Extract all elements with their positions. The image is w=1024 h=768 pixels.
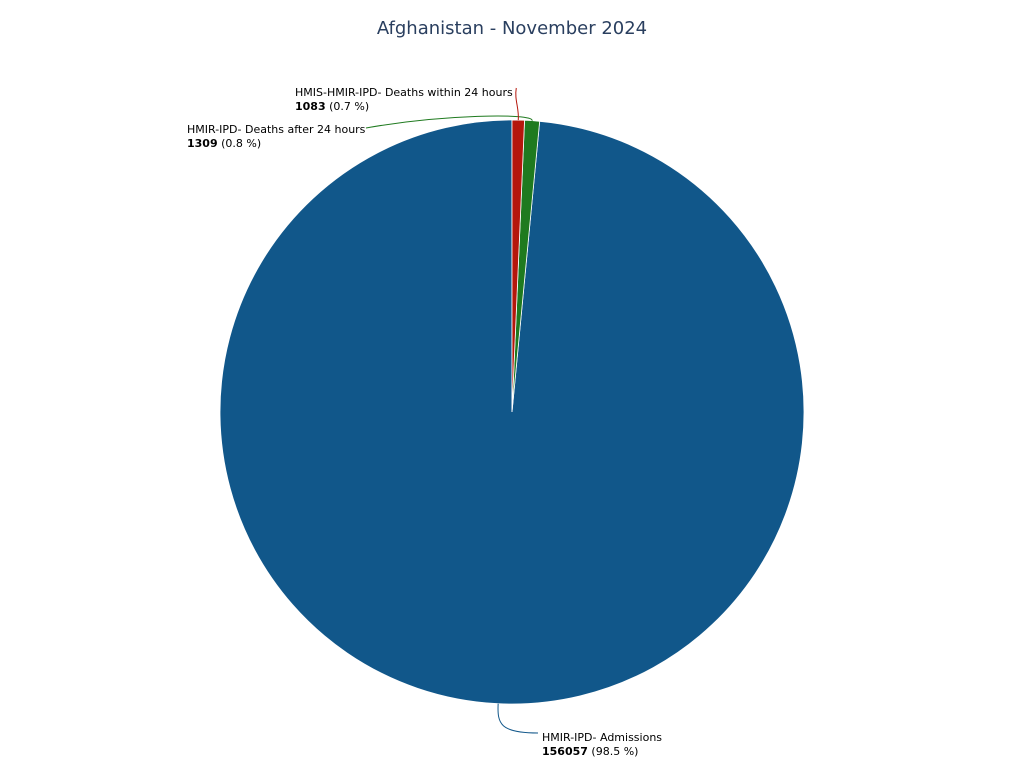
chart-title: Afghanistan - November 2024 — [377, 18, 647, 39]
slice-value-3: 1083 (0.7 %) — [295, 100, 369, 113]
slice-label-1: HMIR-IPD- Admissions — [542, 731, 662, 744]
slice-label-2: HMIR-IPD- Deaths after 24 hours — [187, 123, 366, 136]
pie-slices — [219, 119, 805, 705]
leader-line-1 — [497, 703, 539, 734]
slice-value-percent-2: (0.8 %) — [218, 137, 262, 150]
slice-label-3: HMIS-HMIR-IPD- Deaths within 24 hours — [295, 86, 513, 99]
slice-value-1: 156057 (98.5 %) — [542, 745, 638, 758]
leader-line-3 — [515, 87, 519, 121]
slice-value-percent-1: (98.5 %) — [588, 745, 639, 758]
slice-value-number-3: 1083 — [295, 100, 326, 113]
slice-value-percent-3: (0.7 %) — [326, 100, 370, 113]
leader-lines — [365, 87, 539, 734]
slice-value-number-1: 156057 — [542, 745, 588, 758]
slice-value-2: 1309 (0.8 %) — [187, 137, 261, 150]
leader-line-2 — [365, 115, 533, 129]
slice-value-number-2: 1309 — [187, 137, 218, 150]
